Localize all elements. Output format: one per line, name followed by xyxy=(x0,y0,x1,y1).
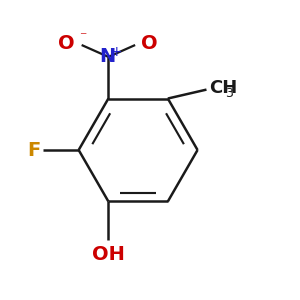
Text: ⁻: ⁻ xyxy=(79,30,87,44)
Text: CH: CH xyxy=(209,79,238,97)
Text: O: O xyxy=(141,34,158,53)
Text: O: O xyxy=(58,34,74,53)
Text: N: N xyxy=(99,47,115,66)
Text: 3: 3 xyxy=(226,87,233,100)
Text: F: F xyxy=(27,140,40,160)
Text: OH: OH xyxy=(92,244,125,264)
Text: +: + xyxy=(110,45,122,58)
